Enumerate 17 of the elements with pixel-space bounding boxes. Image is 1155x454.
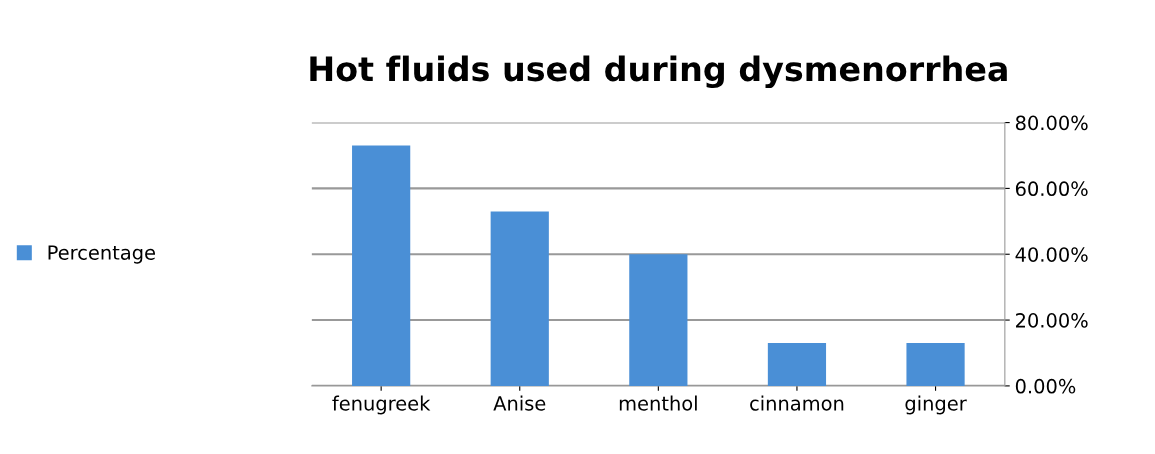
y-tick-label: 0.00% [1015,378,1076,394]
y-tick-label: 80.00% [1015,115,1088,131]
x-tick-label: ginger [905,395,967,415]
y-tick-label: 40.00% [1015,247,1088,262]
legend-label: Percentage [48,245,155,264]
bar [767,343,827,386]
x-tick-label: cinnamon [750,395,844,411]
x-tick-label: menthol [619,395,697,411]
x-tick-label: Anise [493,395,546,411]
y-tick-label: 20.00% [1016,313,1088,328]
x-tick-label: fenugreek [332,395,431,415]
bar [906,343,965,386]
bar [490,211,549,386]
bar [629,254,688,386]
chart-title: Hot fluids used during dysmenorrhea [310,55,1007,89]
y-tick-label: 60.00% [1015,181,1088,197]
bar [352,145,411,386]
